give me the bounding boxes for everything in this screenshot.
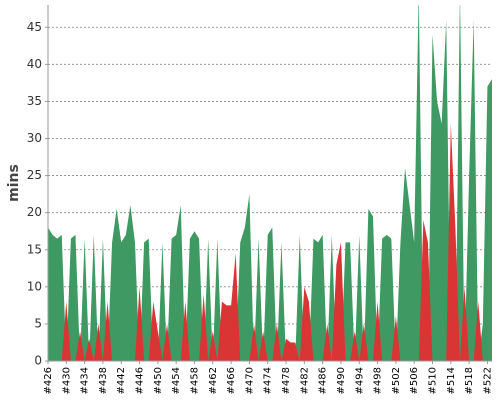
x-tick-label: #510	[427, 367, 438, 394]
x-tick-label: #482	[299, 367, 310, 394]
x-tick-label: #438	[98, 367, 109, 394]
x-tick-label: #462	[208, 367, 219, 394]
y-axis-label: mins	[6, 164, 22, 202]
y-tick-label: 0	[34, 354, 42, 368]
x-tick-label: #514	[446, 367, 457, 394]
y-tick-label: 40	[27, 57, 42, 71]
y-tick-label: 15	[27, 242, 42, 256]
x-tick-label: #458	[189, 367, 200, 394]
x-tick-label: #450	[153, 367, 164, 394]
plot-area	[48, 5, 492, 361]
y-tick-label: 35	[27, 94, 42, 108]
y-tick-label: 10	[27, 279, 42, 293]
x-tick-label: #518	[464, 367, 475, 394]
x-tick-label: #434	[80, 367, 91, 394]
x-tick-label: #522	[482, 367, 493, 394]
y-tick-label: 5	[34, 316, 42, 330]
x-tick-label: #498	[373, 367, 384, 394]
y-tick-label: 20	[27, 205, 42, 219]
y-tick-label: 45	[27, 20, 42, 34]
area	[48, 123, 492, 361]
x-tick-label: #474	[263, 367, 274, 394]
x-tick-label: #486	[318, 367, 329, 394]
x-tick-label: #466	[226, 367, 237, 394]
x-tick-label: #502	[391, 367, 402, 394]
x-tick-label: #494	[354, 367, 365, 394]
y-tick-label: 25	[27, 168, 42, 182]
x-tick-label: #490	[336, 367, 347, 394]
x-tick-label: #446	[135, 367, 146, 394]
area	[48, 5, 492, 361]
x-tick-label: #430	[61, 367, 72, 394]
x-tick-label: #470	[244, 367, 255, 394]
x-tick-label: #454	[171, 367, 182, 394]
x-tick-label: #478	[281, 367, 292, 394]
x-tick-label: #442	[116, 367, 127, 394]
x-tick-label: #426	[43, 367, 54, 394]
y-tick-label: 30	[27, 131, 42, 145]
x-tick-label: #506	[409, 367, 420, 394]
